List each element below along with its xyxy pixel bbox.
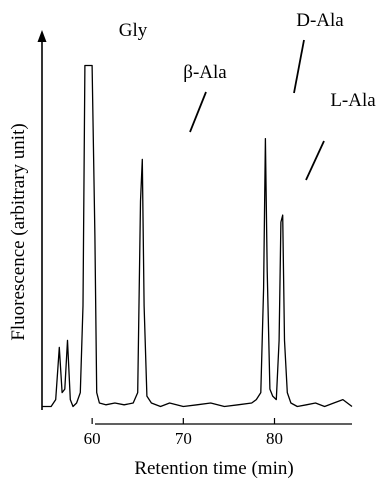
x-tick-label: 60	[84, 429, 101, 448]
chromatogram-trace	[42, 64, 353, 408]
peak-leader-line	[189, 91, 207, 133]
x-axis-ticks: 60 70 80	[84, 418, 283, 448]
peak-leader-line	[305, 140, 325, 181]
peak-label: L-Ala	[330, 90, 376, 111]
x-tick-label: 70	[175, 429, 192, 448]
peak-label: β-Ala	[183, 62, 227, 83]
peak-leader-line	[293, 39, 305, 94]
peak-label: D-Ala	[296, 10, 344, 31]
peak-label: Gly	[119, 20, 148, 41]
x-axis-label: Retention time (min)	[134, 458, 293, 479]
peak-annotations: Gly β-Ala D-Ala L-Ala	[119, 10, 376, 181]
y-axis-arrowhead	[37, 30, 47, 42]
y-axis-label: Fluorescence (arbitrary unit)	[8, 123, 29, 340]
x-tick-label: 80	[266, 429, 283, 448]
